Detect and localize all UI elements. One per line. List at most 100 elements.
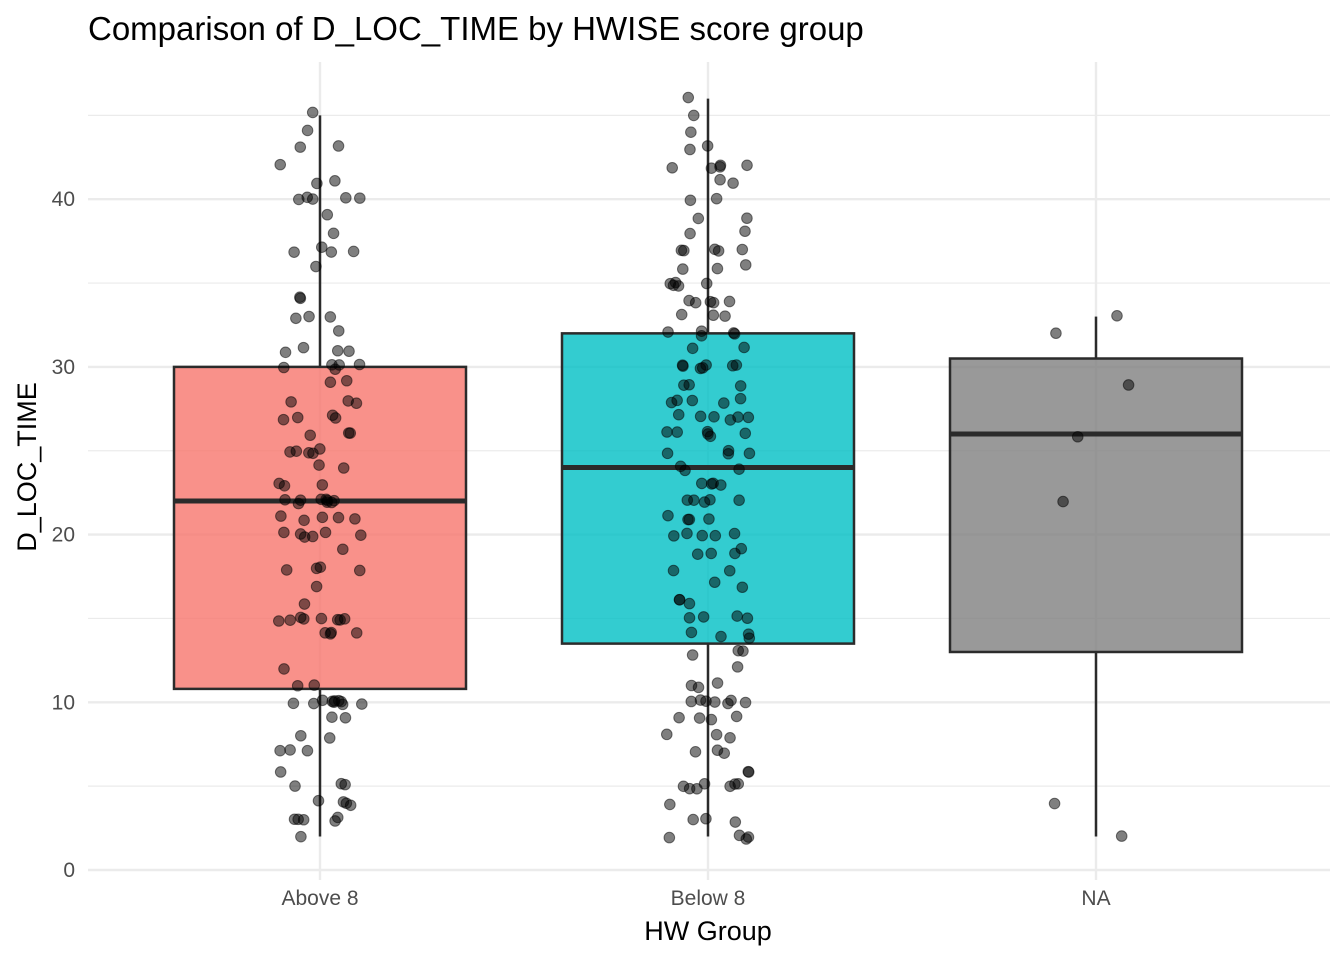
data-point bbox=[675, 308, 688, 321]
data-point bbox=[280, 564, 293, 576]
data-point bbox=[711, 677, 724, 689]
data-point bbox=[323, 732, 336, 744]
data-point bbox=[731, 661, 744, 673]
y-tick-label: 30 bbox=[52, 356, 75, 379]
data-point bbox=[672, 408, 685, 421]
data-point bbox=[660, 728, 673, 741]
data-point bbox=[722, 444, 735, 457]
data-point bbox=[704, 493, 716, 506]
data-point bbox=[735, 542, 748, 555]
data-point bbox=[661, 426, 673, 438]
data-point bbox=[275, 510, 287, 522]
data-point bbox=[278, 361, 290, 374]
data-point bbox=[741, 612, 754, 625]
data-point bbox=[691, 782, 703, 795]
data-point bbox=[673, 711, 685, 724]
data-point bbox=[668, 530, 680, 542]
data-point bbox=[709, 696, 721, 708]
data-point bbox=[685, 626, 698, 639]
data-point bbox=[684, 227, 696, 240]
data-point bbox=[705, 547, 717, 560]
data-point bbox=[704, 295, 717, 308]
data-point bbox=[684, 143, 696, 156]
data-point bbox=[333, 359, 345, 371]
data-point bbox=[733, 494, 745, 507]
data-point bbox=[1057, 495, 1069, 508]
data-point bbox=[738, 341, 750, 354]
data-point bbox=[331, 811, 344, 824]
data-point bbox=[285, 396, 297, 408]
data-point bbox=[337, 543, 349, 556]
data-point bbox=[712, 245, 725, 257]
box-body bbox=[560, 332, 856, 645]
data-point bbox=[703, 513, 715, 525]
data-point bbox=[663, 831, 676, 844]
data-point bbox=[694, 694, 707, 706]
data-point bbox=[682, 513, 694, 526]
data-point bbox=[326, 409, 339, 422]
data-point bbox=[661, 447, 674, 460]
data-point bbox=[331, 344, 344, 357]
data-point bbox=[692, 212, 705, 225]
box-body bbox=[948, 357, 1244, 654]
data-point bbox=[310, 580, 323, 593]
data-point bbox=[1111, 309, 1123, 322]
data-point bbox=[310, 260, 322, 273]
data-point bbox=[272, 615, 285, 627]
data-point bbox=[739, 259, 752, 271]
data-point bbox=[294, 611, 307, 624]
data-point bbox=[739, 427, 752, 440]
data-point bbox=[297, 341, 310, 354]
data-point bbox=[701, 140, 714, 152]
data-point bbox=[664, 277, 677, 290]
data-point bbox=[355, 529, 367, 541]
data-point bbox=[676, 359, 689, 371]
data-point bbox=[294, 292, 307, 305]
data-point bbox=[284, 744, 296, 756]
data-point bbox=[274, 766, 287, 778]
data-point bbox=[691, 548, 704, 561]
data-point bbox=[673, 593, 686, 606]
data-point bbox=[308, 679, 321, 691]
data-point bbox=[724, 780, 736, 793]
data-point bbox=[350, 397, 363, 410]
data-point bbox=[277, 413, 290, 426]
data-point bbox=[316, 479, 329, 491]
data-point bbox=[324, 376, 337, 389]
data-point bbox=[704, 430, 717, 443]
data-point bbox=[274, 158, 287, 171]
data-point bbox=[684, 194, 697, 207]
data-point bbox=[677, 780, 690, 793]
data-point bbox=[723, 564, 736, 577]
data-point bbox=[682, 91, 695, 104]
data-point bbox=[321, 208, 334, 221]
data-point bbox=[686, 342, 699, 355]
data-point bbox=[687, 813, 699, 826]
data-point bbox=[307, 447, 319, 460]
data-point bbox=[290, 445, 303, 457]
data-point bbox=[278, 663, 290, 675]
data-point bbox=[693, 712, 706, 724]
data-point bbox=[284, 614, 296, 627]
data-point bbox=[320, 493, 332, 506]
data-point bbox=[343, 345, 355, 358]
data-point bbox=[662, 509, 674, 522]
data-point bbox=[734, 392, 747, 405]
data-point bbox=[681, 494, 694, 506]
data-point bbox=[742, 411, 755, 424]
data-point bbox=[687, 109, 700, 122]
data-point bbox=[742, 831, 755, 843]
x-tick-label: Below 8 bbox=[671, 887, 746, 910]
data-point bbox=[662, 326, 674, 338]
data-point bbox=[349, 513, 361, 525]
data-point bbox=[710, 192, 723, 205]
data-point bbox=[724, 731, 736, 744]
data-point bbox=[303, 310, 315, 323]
data-point bbox=[1115, 830, 1128, 842]
data-point bbox=[290, 312, 302, 325]
data-point bbox=[700, 812, 712, 825]
data-point bbox=[737, 645, 749, 657]
data-point bbox=[332, 140, 345, 152]
data-point bbox=[728, 527, 741, 540]
